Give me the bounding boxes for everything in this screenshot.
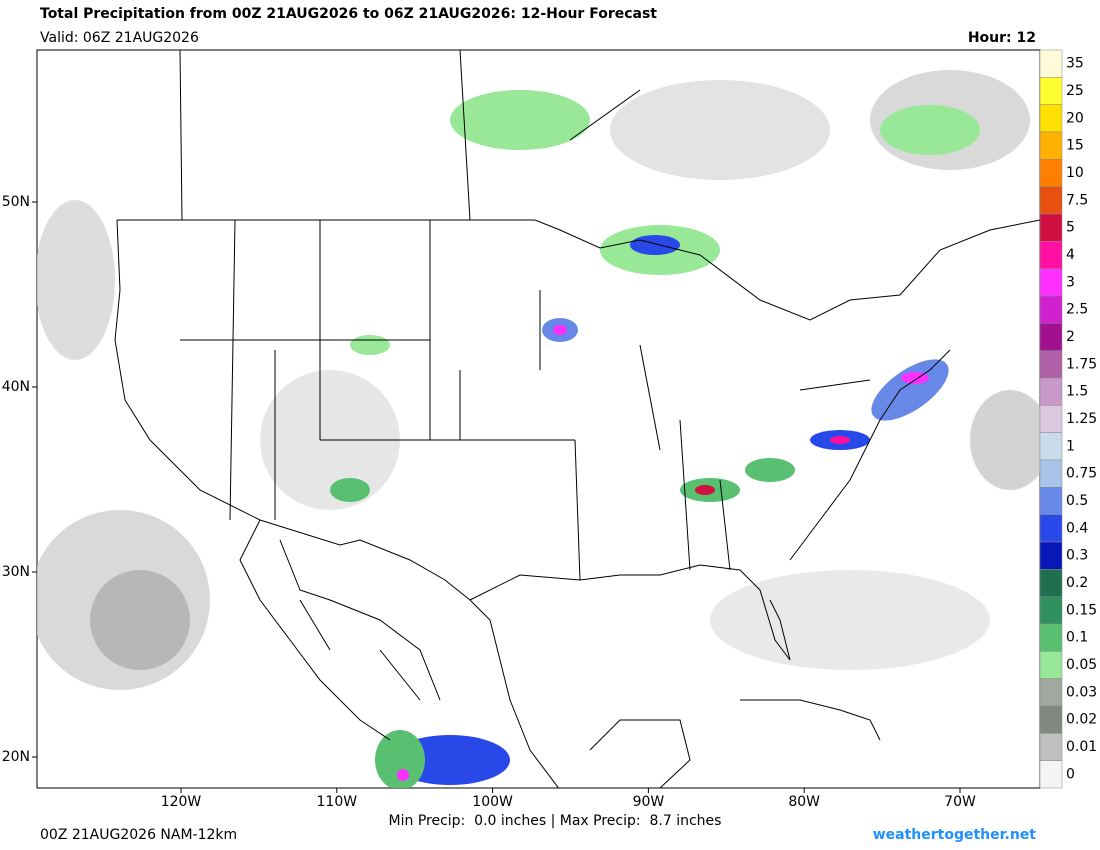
colorbar-swatch: [1039, 623, 1063, 652]
colorbar-label: 7.5: [1066, 192, 1088, 208]
colorbar-label: 0.05: [1066, 657, 1097, 673]
colorbar-swatch: [1039, 159, 1063, 187]
title: Total Precipitation from 00Z 21AUG2026 t…: [40, 6, 657, 22]
colorbar-swatch: [1039, 350, 1063, 379]
colorbar-swatch: [1039, 487, 1063, 515]
colorbar-swatch: [1039, 268, 1063, 297]
lon-label: 120W: [161, 794, 202, 810]
colorbar: 35 25 20 15 10 7.5 5 4 3 2.5 2 1.75 1.5 1.25 1 0.75 0.5 0…: [1039, 49, 1097, 789]
colorbar-label: 0.75: [1066, 466, 1097, 482]
colorbar-swatch: [1039, 705, 1063, 734]
colorbar-label: 20: [1066, 110, 1084, 126]
colorbar-label: 0.02: [1066, 712, 1097, 728]
colorbar-label: 0: [1066, 766, 1075, 782]
colorbar-swatch: [1039, 213, 1063, 242]
colorbar-label: 1.75: [1066, 356, 1097, 372]
colorbar-swatch: [1039, 514, 1063, 543]
colorbar-swatch: [1039, 459, 1063, 488]
colorbar-label: 1.25: [1066, 411, 1097, 427]
colorbar-swatch: [1039, 678, 1063, 707]
colorbar-swatch: [1039, 77, 1063, 105]
model-run: 00Z 21AUG2026 NAM-12km: [40, 827, 237, 843]
colorbar-swatch: [1039, 131, 1063, 160]
axes: 50N 40N 30N 20N 120W 110W 100W 90W 80W 70W: [2, 194, 976, 810]
colorbar-swatch: [1039, 241, 1063, 269]
colorbar-swatch: [1039, 377, 1063, 406]
colorbar-label: 2: [1066, 329, 1075, 345]
colorbar-swatch: [1039, 405, 1063, 433]
colorbar-swatch: [1039, 596, 1063, 625]
lon-label: 110W: [317, 794, 358, 810]
valid-time: Valid: 06Z 21AUG2026: [40, 30, 199, 46]
colorbar-label: 1.5: [1066, 384, 1088, 400]
colorbar-swatch: [1039, 323, 1063, 351]
colorbar-label: 1: [1066, 438, 1075, 454]
colorbar-label: 0.01: [1066, 739, 1097, 755]
colorbar-label: 10: [1066, 165, 1084, 181]
lon-label: 80W: [788, 794, 820, 810]
precip-field: [37, 70, 1040, 788]
colorbar-swatch: [1039, 49, 1063, 78]
colorbar-label: 15: [1066, 138, 1084, 154]
colorbar-swatch: [1039, 104, 1063, 133]
colorbar-swatch: [1039, 432, 1063, 461]
site: weathertogether.net: [873, 827, 1037, 843]
lon-label: 100W: [472, 794, 513, 810]
colorbar-label: 0.5: [1066, 493, 1088, 509]
colorbar-label: 0.2: [1066, 575, 1088, 591]
colorbar-label: 0.3: [1066, 548, 1088, 564]
lon-label: 90W: [633, 794, 665, 810]
colorbar-label: 25: [1066, 83, 1084, 99]
colorbar-label: 0.03: [1066, 684, 1097, 700]
colorbar-label: 0.15: [1066, 602, 1097, 618]
colorbar-label: 0.1: [1066, 630, 1088, 646]
colorbar-label: 5: [1066, 220, 1075, 236]
colorbar-swatch: [1039, 733, 1063, 761]
colorbar-label: 3: [1066, 274, 1075, 290]
lon-label: 70W: [944, 794, 976, 810]
colorbar-label: 2.5: [1066, 302, 1088, 318]
colorbar-swatch: [1039, 651, 1063, 679]
lat-label: 50N: [2, 194, 30, 210]
colorbar-swatch: [1039, 541, 1063, 570]
colorbar-swatch: [1039, 186, 1063, 215]
lat-label: 30N: [2, 564, 30, 580]
lat-label: 20N: [2, 749, 30, 765]
colorbar-swatch: [1039, 569, 1063, 597]
hour: Hour: 12: [968, 30, 1036, 46]
colorbar-label: 0.4: [1066, 520, 1088, 536]
map: [36, 49, 1041, 789]
precip-stats: Min Precip: 0.0 inches | Max Precip: 8.7…: [389, 813, 722, 829]
boundaries: [114, 50, 1040, 788]
colorbar-swatch: [1039, 760, 1063, 789]
lat-label: 40N: [2, 379, 30, 395]
colorbar-label: 4: [1066, 247, 1075, 263]
colorbar-swatch: [1039, 295, 1063, 324]
colorbar-label: 35: [1066, 56, 1084, 72]
